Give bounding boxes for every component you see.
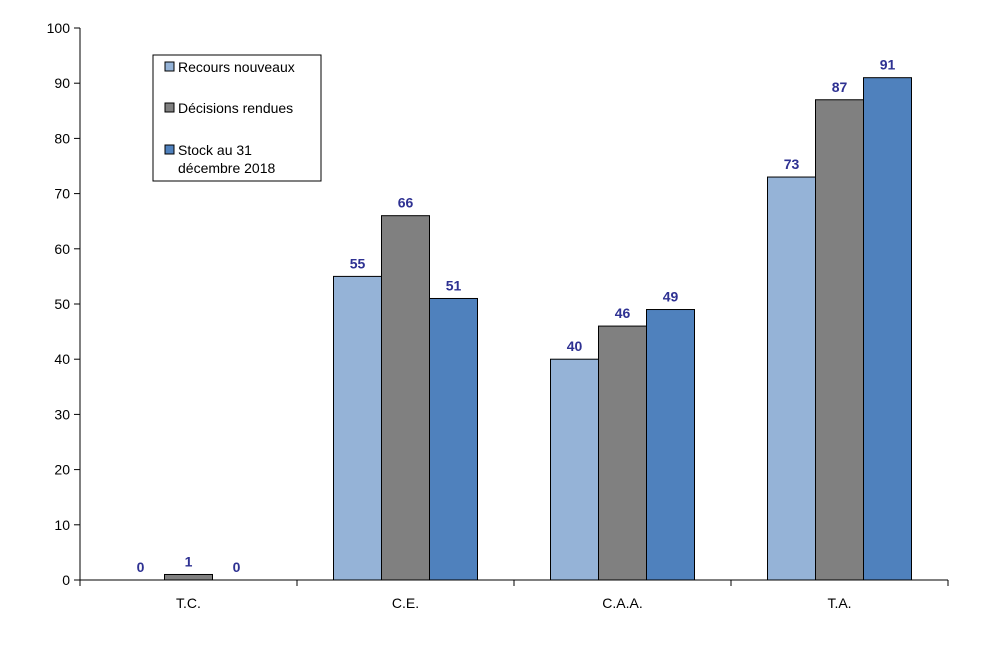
y-tick-label: 30 xyxy=(54,406,70,422)
y-tick-label: 0 xyxy=(62,572,70,588)
bar xyxy=(815,99,864,581)
data-label: 46 xyxy=(615,305,631,321)
y-tick-label: 10 xyxy=(54,517,70,533)
data-label: 40 xyxy=(567,338,583,354)
y-tick-label: 70 xyxy=(54,186,70,202)
data-label: 0 xyxy=(233,559,241,575)
y-tick-label: 50 xyxy=(54,296,70,312)
y-tick-label: 100 xyxy=(47,20,71,36)
legend-label: Décisions rendues xyxy=(178,100,293,116)
data-label: 0 xyxy=(137,559,145,575)
data-label: 51 xyxy=(446,277,462,293)
legend-box xyxy=(152,54,322,182)
bar xyxy=(381,215,430,581)
bar xyxy=(333,275,382,581)
data-label: 66 xyxy=(398,195,414,211)
legend-swatch xyxy=(164,61,175,72)
data-label: 87 xyxy=(832,79,848,95)
bar xyxy=(164,573,213,581)
y-tick-label: 40 xyxy=(54,351,70,367)
data-label: 49 xyxy=(663,289,679,305)
x-tick-label: C.A.A. xyxy=(602,595,642,611)
bar xyxy=(646,309,695,581)
bar xyxy=(863,77,912,581)
x-tick-label: T.C. xyxy=(176,595,201,611)
bar xyxy=(767,176,816,581)
x-tick-label: T.A. xyxy=(827,595,851,611)
data-label: 91 xyxy=(880,57,896,73)
y-tick-label: 80 xyxy=(54,130,70,146)
y-tick-label: 90 xyxy=(54,75,70,91)
bar xyxy=(598,325,647,581)
legend-swatch xyxy=(164,144,175,155)
data-label: 55 xyxy=(350,255,366,271)
data-labels-layer: 0 1 0 55 66 51 40 46 49 73 87 91 xyxy=(137,57,896,575)
x-tick-label: C.E. xyxy=(392,595,419,611)
legend-label: Recours nouveaux xyxy=(178,59,295,75)
y-tick-label: 20 xyxy=(54,462,70,478)
legend-label: Stock au 31 décembre 2018 xyxy=(178,142,276,176)
y-tick-label: 60 xyxy=(54,241,70,257)
legend-swatch xyxy=(164,102,175,113)
data-label: 73 xyxy=(784,156,800,172)
bar xyxy=(429,297,478,581)
data-label: 1 xyxy=(185,553,193,569)
bar xyxy=(550,358,599,581)
bars-layer xyxy=(164,77,912,581)
legend: Recours nouveaux Décisions rendues Stock a… xyxy=(152,54,322,182)
